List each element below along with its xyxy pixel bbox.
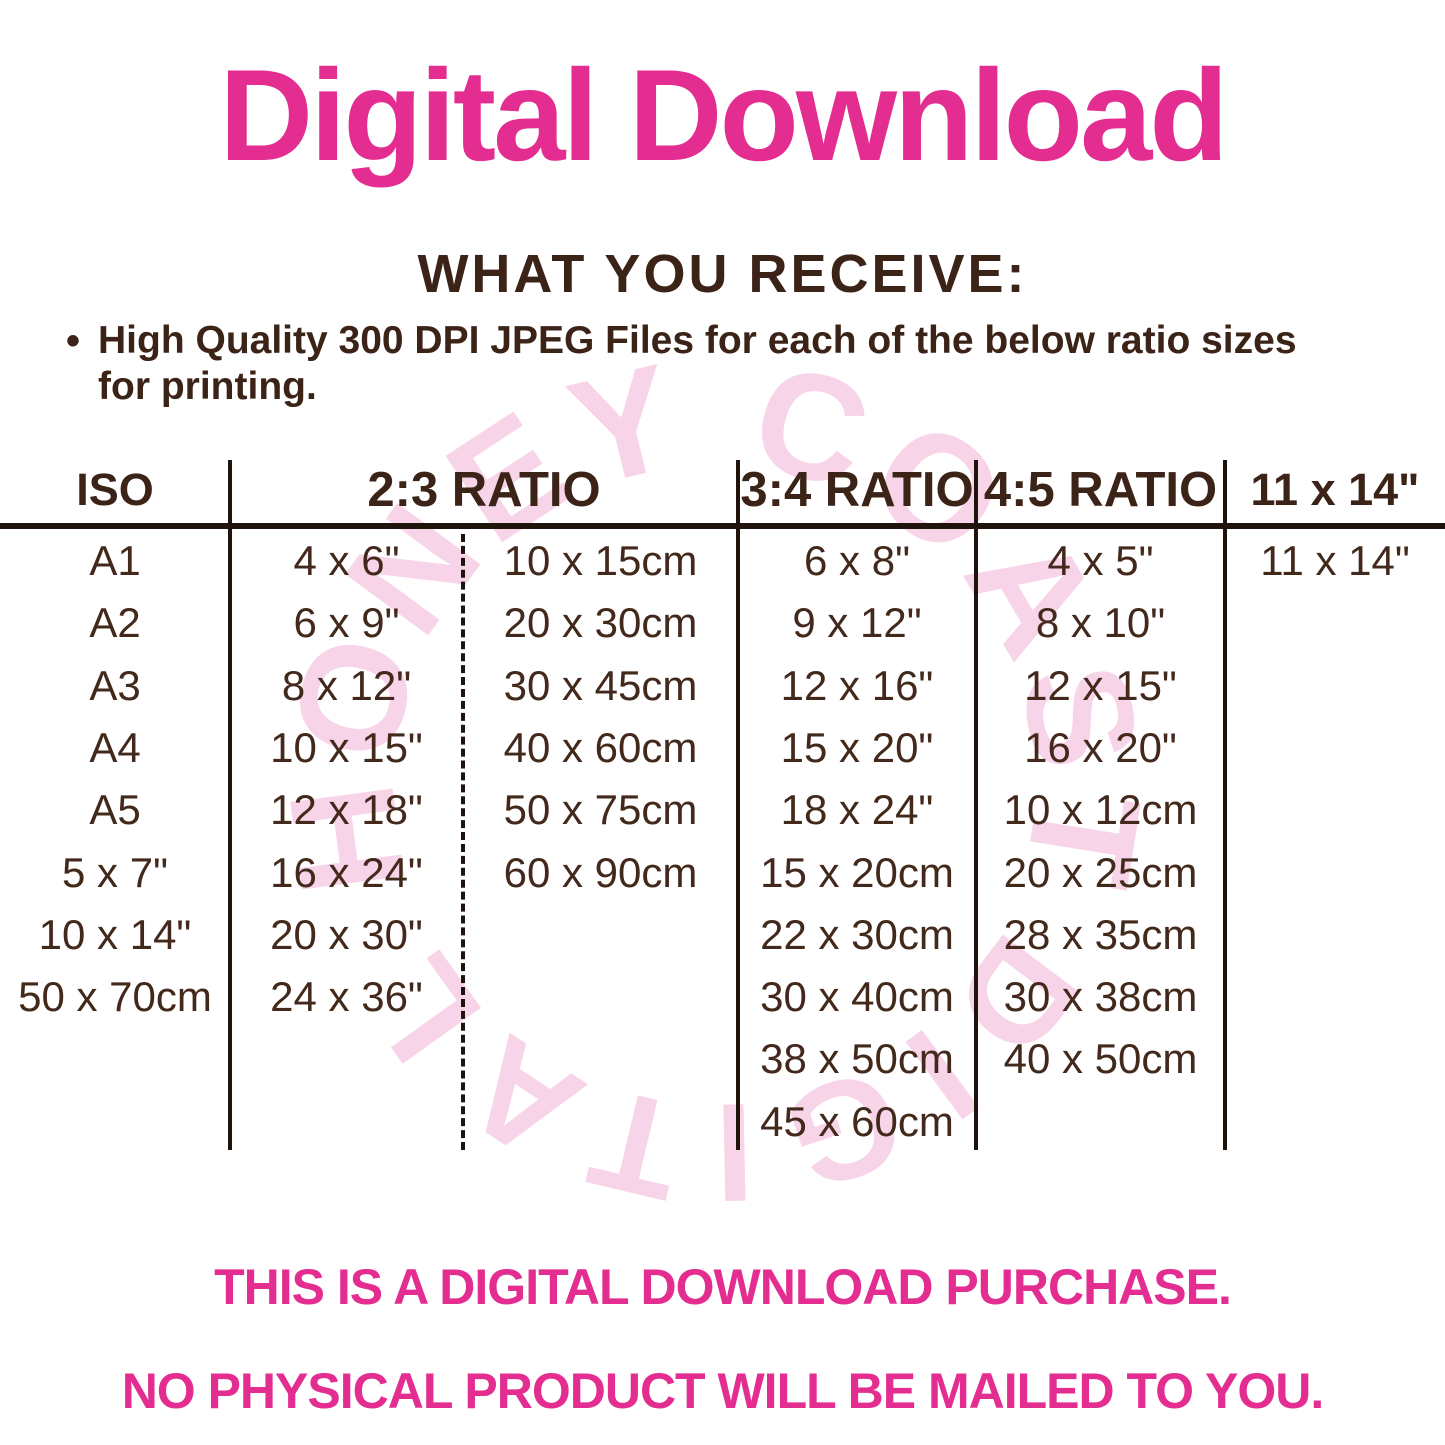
table-cell-ratio34-row6: 15 x 20cm <box>760 849 954 896</box>
table-cell-iso-row3: A3 <box>89 662 141 709</box>
bullet-text-line2: for printing. <box>98 365 317 408</box>
table-cell-ratio45-row7: 28 x 35cm <box>1003 911 1198 958</box>
bullet-item: • High Quality 300 DPI JPEG Files for ea… <box>66 318 1426 410</box>
page-title: Digital Download <box>219 42 1228 188</box>
table-cell-ratio23_in-row5: 12 x 18" <box>270 786 423 833</box>
table-cell-iso-row7: 10 x 14" <box>38 911 192 958</box>
table-header-divider <box>0 523 1445 529</box>
column-header-3-4-ratio: 3:4 RATIO <box>740 463 974 517</box>
table-cell-iso-row1: A1 <box>89 537 141 584</box>
table-cell-ratio34-row5: 18 x 24" <box>780 786 934 833</box>
table-cell-ratio23_cm-row2: 20 x 30cm <box>503 599 698 646</box>
bullet-text: High Quality 300 DPI JPEG Files for each… <box>98 318 1297 410</box>
table-cell-ratio23_in-row2: 6 x 9" <box>293 599 400 646</box>
table-cell-ratio45-row4: 16 x 20" <box>1024 724 1177 771</box>
table-divider-23-34 <box>736 460 740 1150</box>
table-cell-ratio34-row10: 45 x 60cm <box>760 1098 954 1145</box>
table-cell-iso-row2: A2 <box>89 599 141 646</box>
column-header-2-3-ratio: 2:3 RATIO <box>367 463 601 517</box>
table-cell-ratio45-row2: 8 x 10" <box>1035 599 1166 646</box>
column-header-4-5-ratio: 4:5 RATIO <box>983 463 1218 517</box>
table-cell-ratio23_in-row6: 16 x 24" <box>270 849 423 896</box>
table-cell-iso-row8: 50 x 70cm <box>18 973 212 1020</box>
table-cell-ratio34-row2: 9 x 12" <box>792 599 922 646</box>
table-cell-ratio45-row6: 20 x 25cm <box>1003 849 1198 896</box>
table-cell-ratio34-row1: 6 x 8" <box>804 537 910 584</box>
table-cell-ratio45-row3: 12 x 15" <box>1024 662 1177 709</box>
section-heading: WHAT YOU RECEIVE: <box>417 244 1028 304</box>
bullet-text-line1: High Quality 300 DPI JPEG Files for each… <box>98 319 1297 362</box>
table-divider-45-11x14 <box>1223 460 1227 1150</box>
table-cell-ratio23_cm-row6: 60 x 90cm <box>503 849 698 896</box>
table-cell-ratio23_in-row1: 4 x 6" <box>293 537 400 584</box>
table-cell-ratio23_in-row4: 10 x 15" <box>270 724 423 771</box>
table-cell-iso-row5: A5 <box>89 786 141 833</box>
bullet-icon: • <box>66 319 81 363</box>
table-cell-ratio23_cm-row5: 50 x 75cm <box>503 786 698 833</box>
table-cell-ratio45-row5: 10 x 12cm <box>1003 786 1198 833</box>
table-cell-ratio45-row1: 4 x 5" <box>1047 537 1154 584</box>
table-cell-ratio23_cm-row4: 40 x 60cm <box>503 724 698 771</box>
table-cell-ratio34-row8: 30 x 40cm <box>760 973 954 1020</box>
table-cell-ratio23_in-row7: 20 x 30" <box>270 911 423 958</box>
table-cell-ratio23_cm-row1: 10 x 15cm <box>503 537 698 584</box>
table-cell-ratio45-row9: 40 x 50cm <box>1003 1035 1198 1082</box>
table-cell-ratio45-row8: 30 x 38cm <box>1003 973 1198 1020</box>
column-header-iso: ISO <box>76 464 154 515</box>
table-divider-34-45 <box>974 460 978 1150</box>
table-cell-size11x14-row1: 11 x 14" <box>1260 537 1410 584</box>
footer-disclaimer-line1: THIS IS A DIGITAL DOWNLOAD PURCHASE. <box>214 1259 1232 1315</box>
table-cell-iso-row6: 5 x 7" <box>62 849 168 896</box>
table-divider-23-inch-cm-dashed <box>461 534 465 1150</box>
column-header-11x14: 11 x 14" <box>1250 464 1420 515</box>
table-cell-ratio23_in-row3: 8 x 12" <box>281 662 412 709</box>
table-cell-iso-row4: A4 <box>89 724 141 771</box>
table-cell-ratio23_in-row8: 24 x 36" <box>270 973 423 1020</box>
table-cell-ratio34-row7: 22 x 30cm <box>760 911 954 958</box>
table-divider-iso-23 <box>228 460 232 1150</box>
table-cell-ratio23_cm-row3: 30 x 45cm <box>503 662 698 709</box>
table-cell-ratio34-row4: 15 x 20" <box>780 724 934 771</box>
footer-disclaimer-line2: NO PHYSICAL PRODUCT WILL BE MAILED TO YO… <box>121 1363 1325 1419</box>
table-cell-ratio34-row3: 12 x 16" <box>780 662 934 709</box>
table-cell-ratio34-row9: 38 x 50cm <box>760 1035 954 1082</box>
